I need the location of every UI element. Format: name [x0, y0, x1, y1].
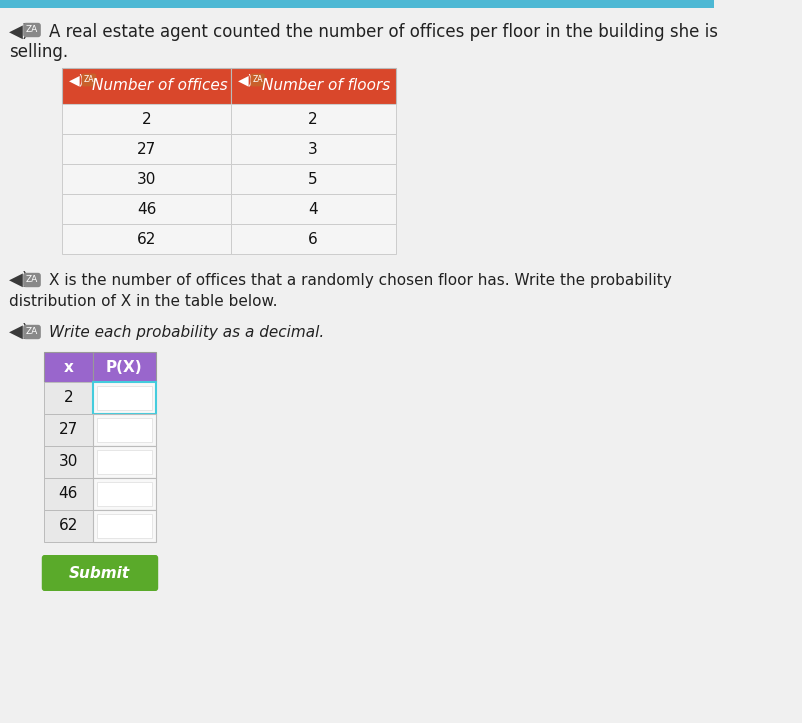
Text: Write each probability as a decimal.: Write each probability as a decimal. [49, 325, 324, 340]
Text: 6: 6 [308, 231, 318, 247]
Bar [62, 104, 231, 134]
Text: 4: 4 [308, 202, 318, 216]
Bar [231, 134, 395, 164]
Bar [231, 104, 395, 134]
Bar [97, 450, 152, 474]
Bar [44, 478, 93, 510]
Text: ◀): ◀) [69, 73, 85, 87]
Text: 30: 30 [137, 171, 156, 187]
Text: selling.: selling. [9, 43, 68, 61]
Text: 2: 2 [63, 390, 73, 406]
Text: ◀): ◀) [9, 323, 30, 341]
Bar [62, 194, 231, 224]
Bar [93, 510, 156, 542]
Text: ◀): ◀) [9, 271, 30, 289]
Text: 46: 46 [59, 487, 78, 502]
Text: Submit: Submit [69, 565, 130, 581]
Bar [231, 68, 395, 104]
Text: 3: 3 [308, 142, 318, 156]
Text: X is the number of offices that a randomly chosen floor has. Write the probabili: X is the number of offices that a random… [49, 273, 670, 288]
Bar [62, 164, 231, 194]
Text: 5: 5 [308, 171, 318, 187]
Text: 46: 46 [137, 202, 156, 216]
Bar [62, 68, 231, 104]
Bar [93, 382, 156, 414]
Text: Number of offices: Number of offices [92, 79, 228, 93]
Bar [93, 478, 156, 510]
Text: ZA: ZA [83, 75, 94, 85]
Text: 27: 27 [59, 422, 78, 437]
Bar [93, 352, 156, 382]
Text: 2: 2 [308, 111, 318, 127]
Text: ZA: ZA [252, 75, 263, 85]
Bar [44, 382, 93, 414]
Text: 62: 62 [59, 518, 78, 534]
Bar [62, 224, 231, 254]
Text: ◀): ◀) [238, 73, 254, 87]
Text: Number of floors: Number of floors [261, 79, 390, 93]
Bar [0, 0, 713, 8]
Text: 27: 27 [137, 142, 156, 156]
Text: ZA: ZA [26, 328, 38, 336]
Bar [231, 224, 395, 254]
Text: 62: 62 [137, 231, 156, 247]
Bar [97, 482, 152, 506]
Bar [44, 510, 93, 542]
Bar [97, 514, 152, 538]
Bar [44, 414, 93, 446]
Text: ◀): ◀) [9, 23, 30, 41]
Bar [97, 418, 152, 442]
Bar [231, 194, 395, 224]
FancyBboxPatch shape [42, 555, 158, 591]
Text: ZA: ZA [26, 275, 38, 284]
Text: ZA: ZA [26, 25, 38, 35]
Bar [62, 134, 231, 164]
Text: distribution of X in the table below.: distribution of X in the table below. [9, 294, 277, 309]
Bar [44, 446, 93, 478]
Bar [97, 386, 152, 410]
Text: 2: 2 [142, 111, 152, 127]
Text: x: x [63, 359, 73, 375]
Bar [44, 352, 93, 382]
Bar [93, 414, 156, 446]
Bar [231, 164, 395, 194]
Bar [93, 446, 156, 478]
Text: 30: 30 [59, 455, 78, 469]
Text: A real estate agent counted the number of offices per floor in the building she : A real estate agent counted the number o… [49, 23, 717, 41]
Text: P(X): P(X) [106, 359, 143, 375]
